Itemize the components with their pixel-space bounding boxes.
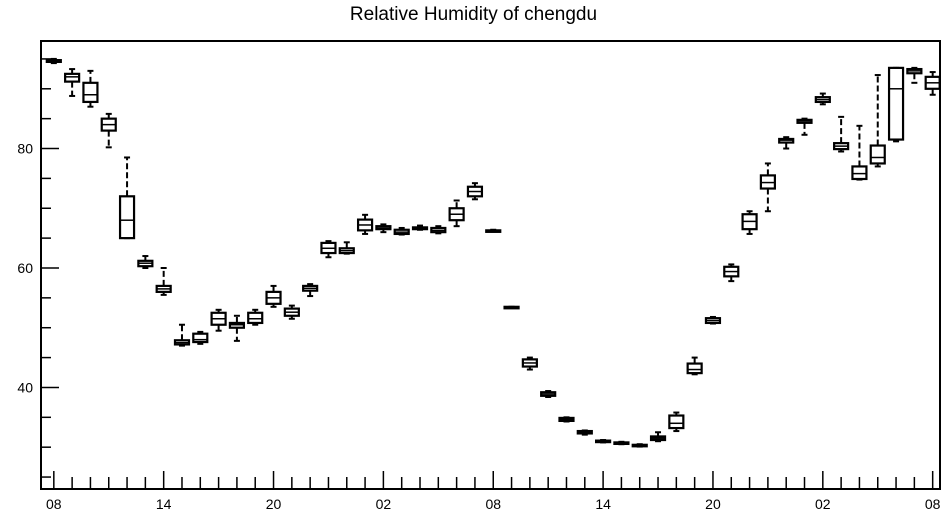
x-tick-label: 08 — [485, 496, 501, 512]
box-plot-item — [558, 416, 575, 423]
box-plot-item — [247, 308, 264, 326]
box-plot-item — [485, 228, 502, 233]
box-plot-item — [540, 390, 557, 399]
box-plot-item — [887, 66, 905, 143]
box-body — [887, 66, 905, 141]
box-plot-item — [906, 66, 923, 84]
box-plot-item — [210, 308, 227, 332]
box-plot-item — [741, 210, 758, 235]
box-plot-item — [576, 429, 593, 436]
box-plot-item — [668, 411, 685, 433]
x-tick-label: 08 — [46, 496, 62, 512]
x-axis-ticks: 08 14 20 02 08 14 20 02 08 — [46, 471, 941, 512]
box-plot-item — [924, 71, 941, 96]
box-plot-item — [704, 315, 722, 325]
x-tick-label: 14 — [595, 496, 611, 512]
box-plot-item — [869, 74, 886, 168]
box-plot-item — [631, 443, 648, 448]
x-tick-label: 08 — [925, 496, 941, 512]
box-plot-item — [778, 136, 795, 150]
chart-title: Relative Humidity of chengdu — [349, 4, 598, 25]
box-body — [82, 81, 99, 104]
box-plot-item — [448, 199, 465, 228]
box-plot-item — [833, 115, 850, 153]
box-plot-item — [302, 283, 319, 298]
box-plot-item — [228, 314, 246, 342]
box-body — [64, 72, 81, 83]
box-plot-item — [100, 112, 117, 149]
box-plot-item — [283, 304, 300, 320]
box-plot-item — [411, 224, 429, 231]
box-plot-item — [393, 226, 410, 236]
x-tick-label: 20 — [705, 496, 721, 512]
x-tick-label: 02 — [815, 496, 831, 512]
box-plot-item — [595, 439, 612, 444]
box-plot-item — [82, 69, 99, 108]
box-plot-item — [265, 284, 282, 308]
box-plot-item — [118, 156, 136, 240]
box-plot-item — [521, 356, 538, 371]
y-tick-label: 80 — [17, 141, 33, 157]
box-plot-item — [759, 162, 776, 213]
y-tick-label: 60 — [17, 260, 33, 276]
box-plot-item — [64, 68, 81, 97]
box-plot-item — [155, 266, 172, 296]
box-plot-item — [45, 57, 62, 65]
box-plot-item — [338, 241, 355, 255]
box-body — [118, 195, 136, 240]
box-plot-item — [320, 240, 337, 259]
box-plot-item — [851, 124, 868, 181]
box-plot-item — [723, 263, 740, 283]
box-plot-item — [796, 117, 813, 136]
y-tick-label: 40 — [17, 379, 33, 395]
box-plot-item — [192, 330, 209, 345]
box-plot-item — [173, 323, 191, 347]
box-plot-item — [430, 225, 447, 235]
box-body — [869, 144, 886, 165]
box-plot-item — [613, 440, 630, 446]
box-body — [192, 332, 209, 344]
box-plot-item — [356, 213, 374, 235]
box-plot-item — [466, 182, 484, 201]
x-tick-label: 14 — [156, 496, 172, 512]
box-body — [247, 311, 264, 325]
box-plot-item — [503, 305, 520, 310]
box-plot-item — [686, 356, 703, 376]
plot-frame — [40, 40, 941, 490]
box-series — [45, 57, 941, 448]
box-plot-item — [137, 255, 154, 269]
x-tick-label: 20 — [266, 496, 282, 512]
y-axis-ticks: 40 60 80 — [17, 58, 59, 478]
x-tick-label: 02 — [376, 496, 392, 512]
box-plot-item — [814, 92, 831, 106]
box-body — [851, 165, 868, 181]
box-body — [686, 362, 703, 375]
box-plot-item — [375, 223, 392, 234]
box-body — [668, 414, 685, 430]
box-plot-item — [649, 431, 667, 443]
